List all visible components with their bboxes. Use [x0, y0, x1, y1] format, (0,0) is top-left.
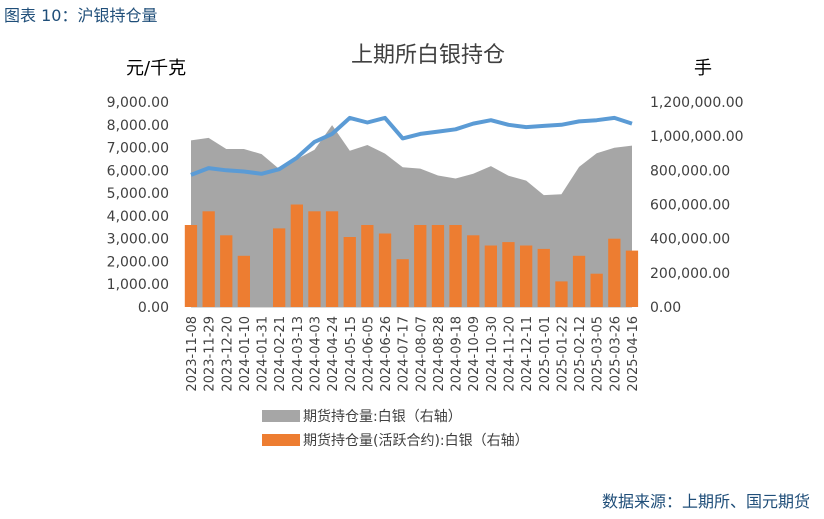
bar-active-2	[220, 235, 233, 308]
left-tick-label: 6,000.00	[107, 163, 169, 179]
right-tick-label: 800,000.00	[650, 163, 730, 179]
x-tick-label: 2024-07-17	[397, 316, 412, 392]
left-tick-label: 4,000.00	[107, 209, 169, 225]
x-tick-label: 2024-09-18	[450, 316, 465, 392]
legend-swatch-total	[262, 410, 300, 422]
bar-active-9	[343, 237, 356, 307]
x-tick-label: 2023-11-08	[185, 316, 200, 392]
right-tick-label: 1,200,000.00	[650, 95, 744, 111]
x-tick-label: 2024-08-07	[414, 316, 429, 392]
x-tick-label: 2024-03-13	[291, 316, 306, 392]
bar-active-16	[467, 235, 480, 308]
left-tick-label: 2,000.00	[107, 254, 169, 270]
x-tick-label: 2024-12-11	[520, 316, 535, 392]
bar-layer	[184, 204, 639, 308]
x-tick-label: 2025-02-12	[573, 316, 588, 392]
bar-active-18	[502, 242, 515, 307]
legend-swatch-active	[262, 434, 300, 446]
bar-active-3	[237, 255, 250, 308]
right-tick-label: 400,000.00	[650, 232, 730, 248]
x-tick-label: 2024-10-30	[485, 316, 500, 392]
left-tick-label: 9,000.00	[107, 95, 169, 111]
x-tick-label: 2024-04-24	[326, 316, 341, 392]
x-tick-label: 2024-04-03	[308, 316, 323, 392]
bar-active-6	[290, 204, 303, 307]
x-tick-label: 2024-02-21	[273, 316, 288, 392]
bar-active-23	[590, 273, 603, 307]
left-tick-label: 8,000.00	[107, 118, 169, 134]
x-tick-label: 2024-01-10	[238, 316, 253, 392]
bar-active-13	[414, 225, 427, 307]
x-tick-label: 2023-11-29	[203, 316, 218, 392]
bar-active-22	[572, 255, 586, 308]
x-tick-label: 2025-03-26	[608, 316, 623, 392]
bar-active-11	[378, 233, 392, 307]
bar-active-19	[520, 245, 533, 307]
bar-active-17	[484, 245, 497, 307]
series-price-line	[190, 115, 633, 177]
x-tick-label: 2023-12-20	[220, 316, 235, 392]
line-layer	[190, 115, 633, 177]
bar-active-0	[184, 225, 198, 307]
bar-active-25	[625, 250, 639, 307]
x-tick-label: 2024-08-28	[432, 316, 447, 392]
x-tick-label: 2024-10-09	[467, 316, 482, 392]
x-tick-label: 2024-11-20	[503, 316, 518, 392]
x-tick-label: 2024-01-31	[256, 316, 271, 392]
left-tick-label: 3,000.00	[107, 232, 169, 248]
left-tick-label: 0.00	[138, 300, 169, 316]
x-tick-label: 2025-04-16	[626, 316, 641, 392]
series-total-open-interest-area	[191, 125, 632, 307]
bar-active-24	[608, 238, 621, 307]
legend-label-active: 期货持仓量(活跃合约):白银（右轴）	[303, 432, 529, 449]
bar-active-10	[361, 225, 374, 307]
bar-active-15	[449, 225, 462, 307]
bar-active-1	[202, 211, 215, 307]
legend-label-total: 期货持仓量:白银（右轴）	[303, 408, 462, 425]
bar-active-20	[537, 248, 550, 307]
x-tick-label: 2024-06-05	[361, 316, 376, 392]
right-tick-label: 0.00	[650, 300, 681, 316]
right-tick-label: 1,000,000.00	[650, 129, 744, 145]
right-tick-label: 600,000.00	[650, 198, 730, 214]
right-tick-label: 200,000.00	[650, 266, 730, 282]
area-layer	[191, 125, 632, 307]
left-tick-label: 1,000.00	[107, 277, 169, 293]
left-tick-label: 7,000.00	[107, 141, 169, 157]
bar-active-8	[325, 211, 339, 307]
axes: 9,000.00 8,000.00 7,000.00 6,000.00 5,000.00…	[107, 95, 744, 392]
bar-active-14	[431, 225, 445, 307]
left-tick-label: 5,000.00	[107, 186, 169, 202]
x-tick-label: 2024-06-26	[379, 316, 394, 392]
bar-active-21	[555, 281, 568, 307]
figure-caption: 图表 10：沪银持仓量	[4, 6, 158, 25]
bar-active-7	[308, 211, 321, 307]
bar-active-12	[396, 259, 409, 307]
right-axis-unit: 手	[694, 58, 712, 79]
x-tick-label: 2024-05-15	[344, 316, 359, 392]
bar-active-5	[273, 228, 286, 307]
x-tick-label: 2025-01-22	[555, 316, 570, 392]
x-tick-label: 2025-01-01	[538, 316, 553, 392]
left-axis-unit: 元/千克	[126, 58, 186, 79]
x-tick-label: 2025-03-05	[591, 316, 606, 392]
source-note: 数据来源：上期所、国元期货	[601, 492, 810, 511]
chart-title: 上期所白银持仓	[351, 43, 505, 68]
legend: 期货持仓量:白银（右轴） 期货持仓量(活跃合约):白银（右轴）	[262, 408, 529, 449]
